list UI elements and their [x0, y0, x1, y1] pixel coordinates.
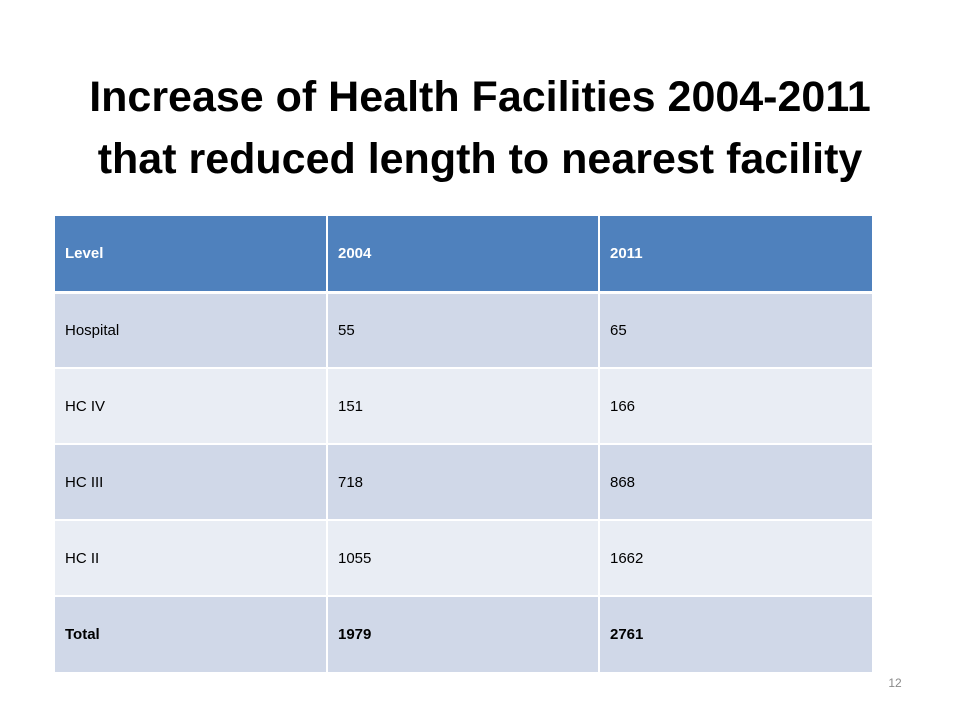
cell-2011: 65	[598, 291, 872, 368]
table-total-row: Total 1979 2761	[55, 595, 872, 672]
header-2011: 2011	[598, 216, 872, 294]
cell-2011: 868	[598, 443, 872, 520]
header-level: Level	[55, 216, 327, 294]
cell-2011: 166	[598, 367, 872, 444]
table-header-row: Level 2004 2011	[55, 216, 872, 294]
cell-2004: 151	[326, 367, 599, 444]
slide-number: 12	[888, 676, 902, 690]
slide-title-line-1: Increase of Health Facilities 2004-2011	[89, 73, 871, 121]
total-2011: 2761	[598, 595, 872, 672]
facilities-table: Level 2004 2011 Hospital 55 65 HC IV 151…	[55, 216, 872, 672]
table-row: HC IV 151 166	[55, 367, 872, 444]
cell-2004: 718	[326, 443, 599, 520]
cell-level: HC IV	[55, 367, 327, 444]
cell-2004: 1055	[326, 519, 599, 596]
total-2004: 1979	[326, 595, 599, 672]
header-2004: 2004	[326, 216, 599, 294]
table-row: Hospital 55 65	[55, 291, 872, 368]
table-row: HC III 718 868	[55, 443, 872, 520]
slide-title: Increase of Health Facilities 2004-2011 …	[40, 66, 920, 190]
cell-level: Hospital	[55, 291, 327, 368]
cell-level: HC III	[55, 443, 327, 520]
cell-2004: 55	[326, 291, 599, 368]
cell-level: HC II	[55, 519, 327, 596]
total-label: Total	[55, 595, 327, 672]
cell-2011: 1662	[598, 519, 872, 596]
table-row: HC II 1055 1662	[55, 519, 872, 596]
slide-title-line-2: that reduced length to nearest facility	[97, 135, 863, 183]
